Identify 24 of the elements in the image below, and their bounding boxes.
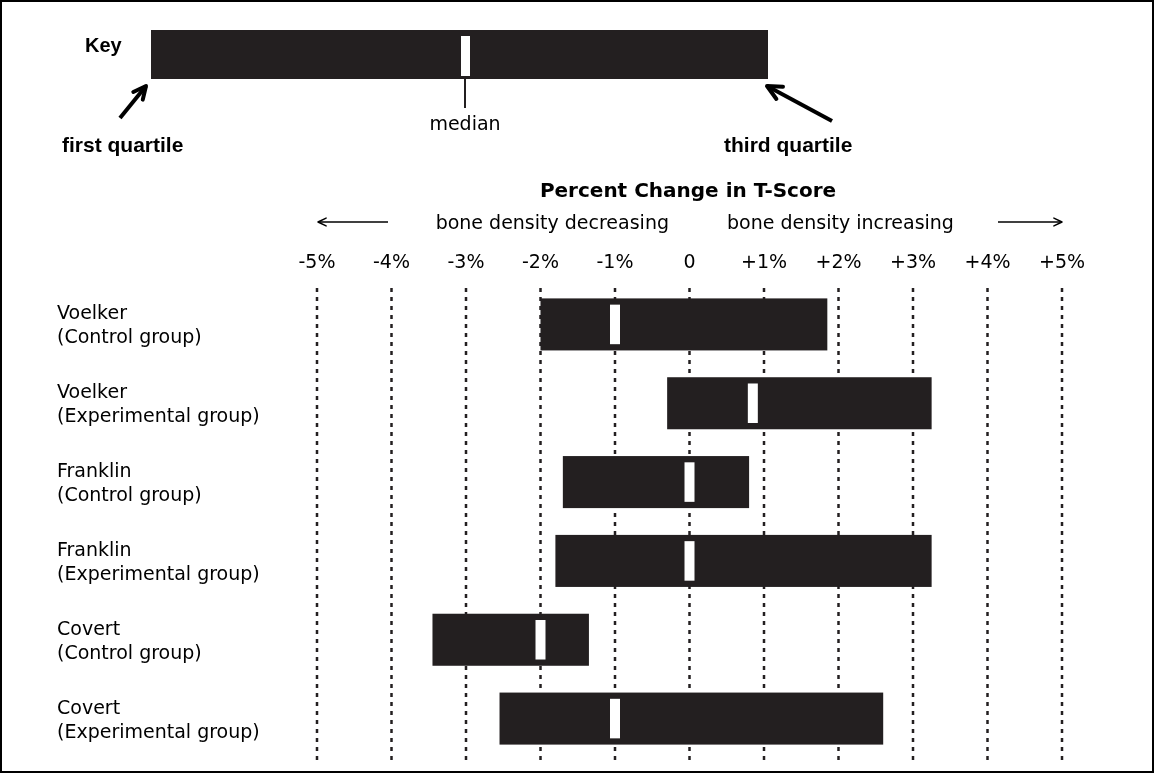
y-tick-label: Covert (Control group) — [57, 616, 202, 663]
text: median — [429, 112, 501, 134]
x-tick-label: -2% — [522, 250, 559, 272]
text: bone density decreasing — [435, 211, 669, 233]
x-tick-label: -1% — [596, 250, 634, 272]
x-tick-label: 0 — [683, 250, 696, 272]
y-tick-label: Franklin (Experimental group) — [57, 537, 260, 584]
text: third quartile — [724, 133, 853, 156]
y-tick-label: Voelker (Experimental group) — [57, 380, 260, 427]
y-tick-label: Voelker (Control group) — [57, 301, 202, 348]
text: Key — [85, 34, 123, 56]
x-tick-label: +4% — [964, 250, 1011, 272]
x-tick-label: -3% — [447, 250, 485, 272]
x-tick-label: +3% — [889, 250, 937, 272]
x-tick-label: -4% — [373, 250, 410, 272]
x-axis-title: Percent Change in T-Score — [539, 178, 837, 202]
y-tick-label: Covert (Experimental group) — [57, 695, 260, 742]
text: first quartile — [62, 133, 184, 156]
x-tick-label: +1% — [740, 250, 788, 272]
text: bone density increasing — [727, 211, 954, 233]
x-tick-label: +5% — [1038, 250, 1086, 272]
x-tick-label: -5% — [298, 250, 336, 272]
y-tick-label: Franklin (Control group) — [57, 459, 202, 506]
x-tick-label: +2% — [815, 250, 862, 272]
